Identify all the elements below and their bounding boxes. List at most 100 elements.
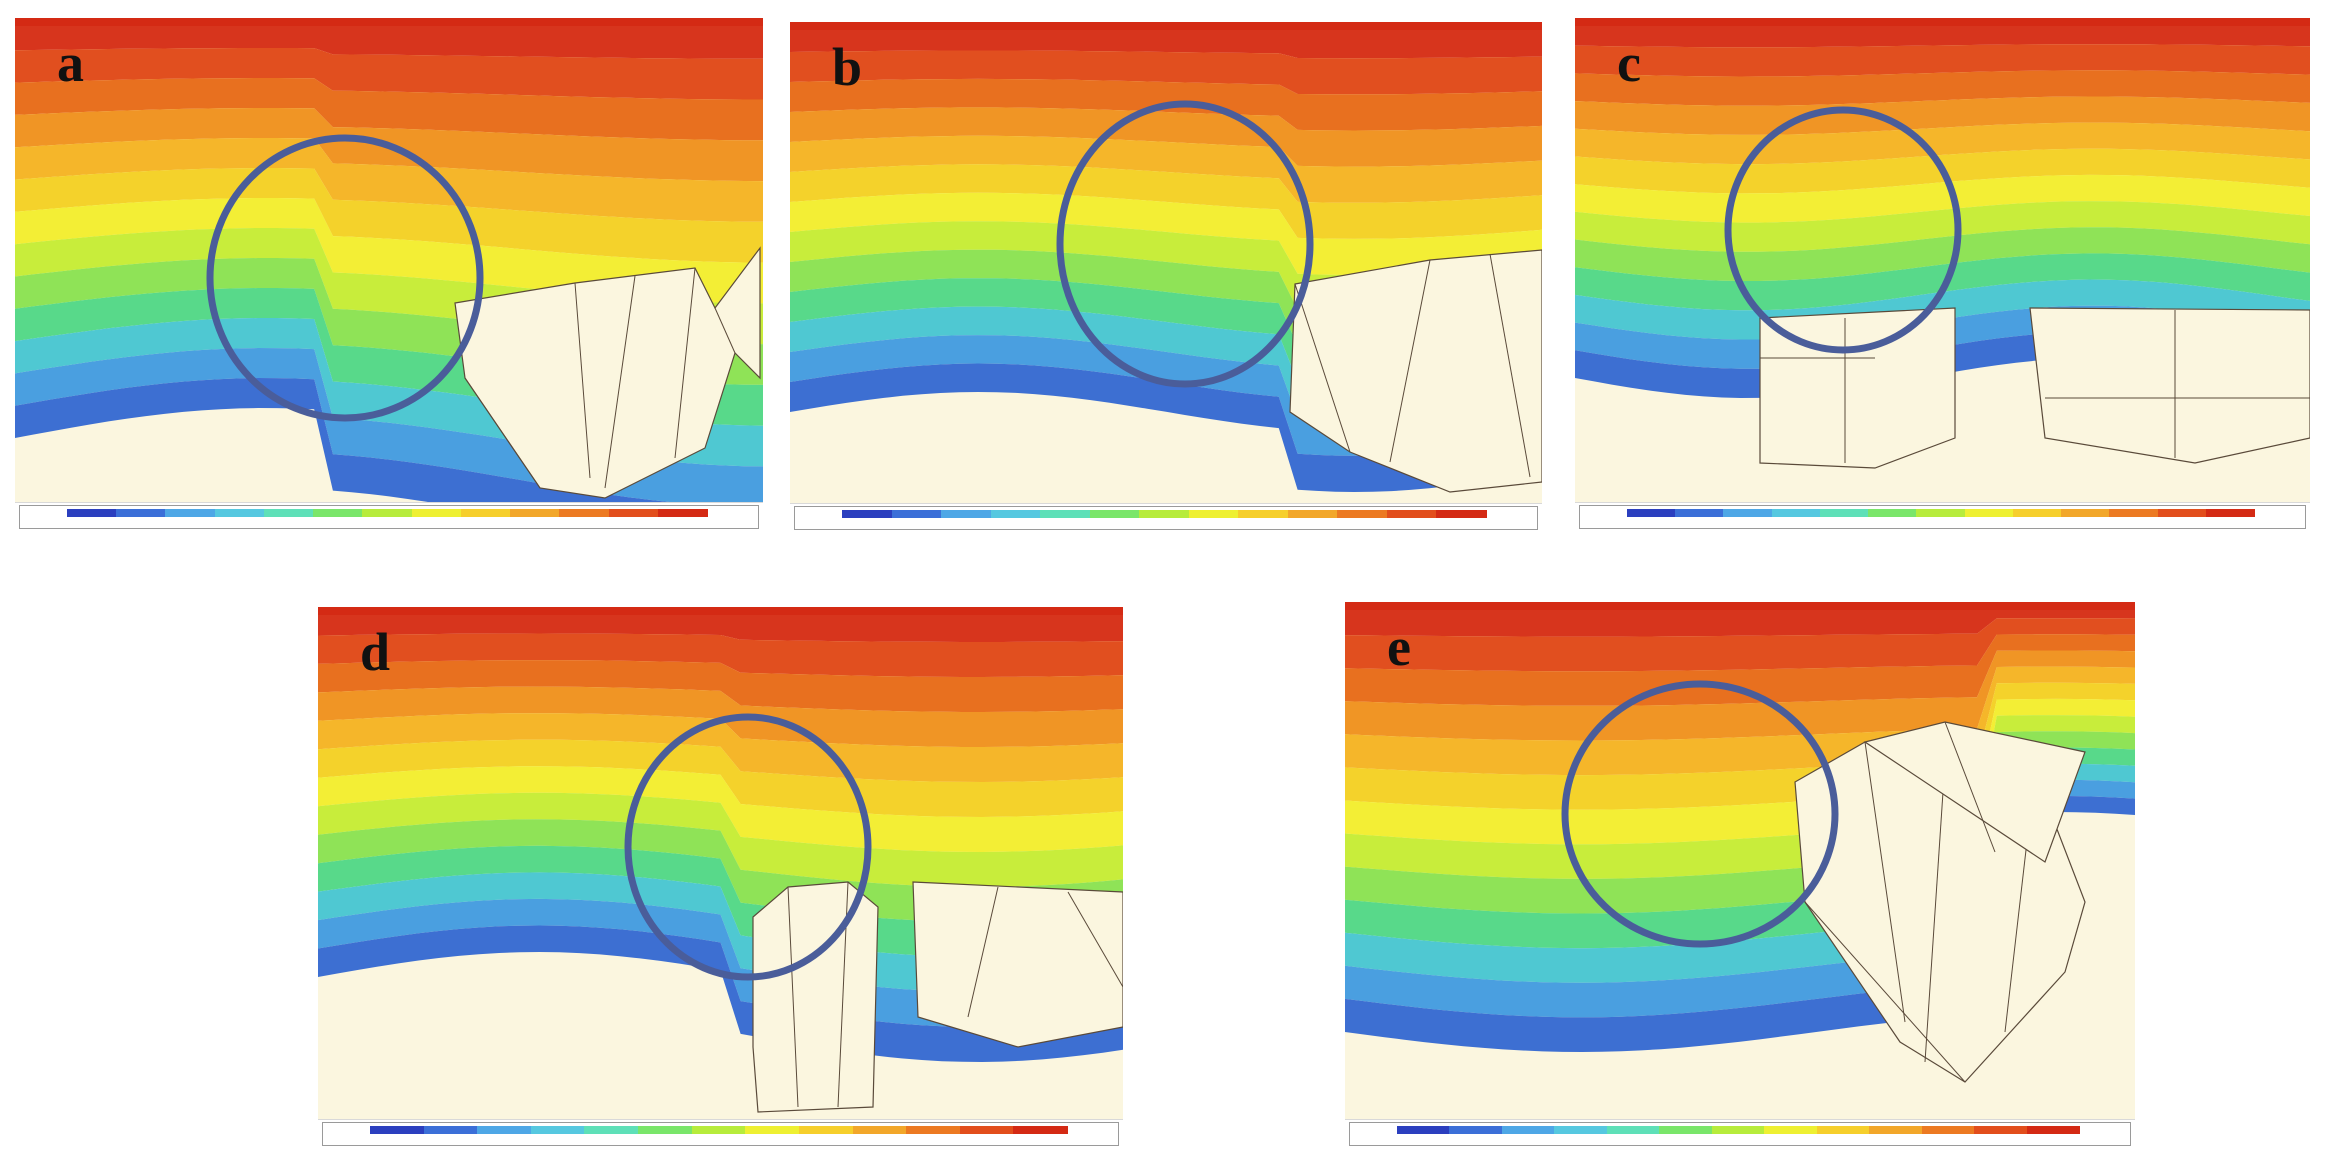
flow-band [790, 107, 1542, 167]
building-outline [1863, 721, 2086, 863]
colorbar-segment [530, 1126, 586, 1134]
panel-label-c: c [1617, 33, 1641, 93]
colorbar-segment [990, 510, 1042, 518]
building-outline [1289, 249, 1542, 493]
colorbar-segment [1449, 1126, 1504, 1134]
colorbar-segment [1916, 509, 1966, 517]
colorbar-segment [584, 1126, 640, 1134]
colorbar-segment [1723, 509, 1773, 517]
colorbar-segment [1397, 1126, 1451, 1134]
colorbar-segment [1040, 510, 1091, 518]
colorbar-segment [657, 509, 709, 517]
flow-band [318, 686, 1123, 747]
colorbar-d [318, 1119, 1123, 1150]
colorbar-segment [1501, 1126, 1556, 1134]
flow-band [318, 713, 1123, 782]
colorbar-segment [1436, 510, 1488, 518]
colorbar-segment [638, 1126, 694, 1134]
colorbar-segment [1921, 1126, 1976, 1134]
panel-label-d: d [360, 622, 391, 682]
colorbar-frame [322, 1122, 1119, 1146]
flow-band [15, 378, 680, 503]
panel-a: a [15, 18, 763, 533]
colorbar-segment [852, 1126, 908, 1134]
colorbar-segment [1659, 1126, 1714, 1134]
colorbar-segment [370, 1126, 425, 1134]
panel-d: d [318, 607, 1123, 1150]
colorbar-a [15, 502, 763, 533]
colorbar-segment [362, 509, 413, 517]
colorbar-segment [2012, 509, 2063, 517]
highlight-circle [1561, 680, 1839, 948]
flow-band [1575, 122, 2310, 165]
flow-band [318, 660, 1123, 712]
colorbar-segment [1964, 509, 2015, 517]
colorbar-segment [1675, 509, 1725, 517]
highlight-circle [1056, 100, 1314, 388]
flow-band [1345, 618, 2135, 672]
colorbar-segment [1974, 1126, 2028, 1134]
colorbar-segment [906, 1126, 962, 1134]
colorbar-b [790, 503, 1542, 534]
flow-band [1575, 70, 2310, 106]
colorbar-segment [313, 509, 364, 517]
flow-band [1575, 44, 2310, 77]
colorbar-segment [460, 509, 512, 517]
colorbar-segment [941, 510, 992, 518]
colorbar-segment [477, 1126, 533, 1134]
colorbar-segment [608, 509, 660, 517]
colorbar-segment [959, 1126, 1015, 1134]
building-outline [752, 881, 879, 1113]
colorbar-segment [1139, 510, 1191, 518]
colorbar-segment [1764, 1126, 1819, 1134]
flow-band [790, 50, 1542, 95]
colorbar-frame [1579, 505, 2306, 529]
colorbar-segment [1287, 510, 1339, 518]
colorbar-c [1575, 502, 2310, 533]
colorbar-segment [1868, 509, 1918, 517]
colorbar-gradient [67, 509, 709, 517]
panel-label-a: a [57, 33, 84, 93]
colorbar-segment [2026, 1126, 2081, 1134]
colorbar-segment [842, 510, 893, 518]
flow-band [790, 164, 1542, 239]
colorbar-frame [794, 506, 1538, 530]
colorbar-frame [19, 505, 759, 529]
flow-band [1575, 201, 2310, 252]
highlight-circle [1724, 106, 1962, 354]
velocity-field-c [1575, 18, 2310, 503]
colorbar-segment [1386, 510, 1438, 518]
colorbar-segment [263, 509, 315, 517]
colorbar-segment [1013, 1126, 1069, 1134]
colorbar-segment [1188, 510, 1240, 518]
flow-band [1575, 96, 2310, 135]
flow-band [15, 168, 763, 263]
colorbar-segment [1627, 509, 1677, 517]
colorbar-segment [214, 509, 266, 517]
flow-band [15, 138, 763, 222]
colorbar-gradient [1397, 1126, 2081, 1134]
flow-band [1575, 227, 2310, 281]
flow-band [790, 192, 1542, 276]
colorbar-segment [1869, 1126, 1923, 1134]
velocity-field-b [790, 22, 1542, 504]
panel-label-e: e [1387, 617, 1411, 677]
highlight-circle [206, 134, 484, 422]
colorbar-segment [891, 510, 943, 518]
flow-band [790, 22, 1542, 59]
colorbar-segment [1819, 509, 1870, 517]
colorbar-segment [1089, 510, 1141, 518]
colorbar-segment [2205, 509, 2256, 517]
colorbar-segment [1554, 1126, 1609, 1134]
panel-b: b [790, 22, 1542, 534]
flow-band [15, 18, 763, 59]
colorbar-segment [2061, 509, 2111, 517]
colorbar-segment [67, 509, 118, 517]
flow-band [1575, 253, 2310, 311]
building-outline [912, 881, 1123, 1048]
flow-band [15, 78, 763, 141]
colorbar-segment [1771, 509, 1822, 517]
flow-band [790, 135, 1542, 203]
flow-band [1575, 174, 2310, 223]
colorbar-segment [1606, 1126, 1661, 1134]
